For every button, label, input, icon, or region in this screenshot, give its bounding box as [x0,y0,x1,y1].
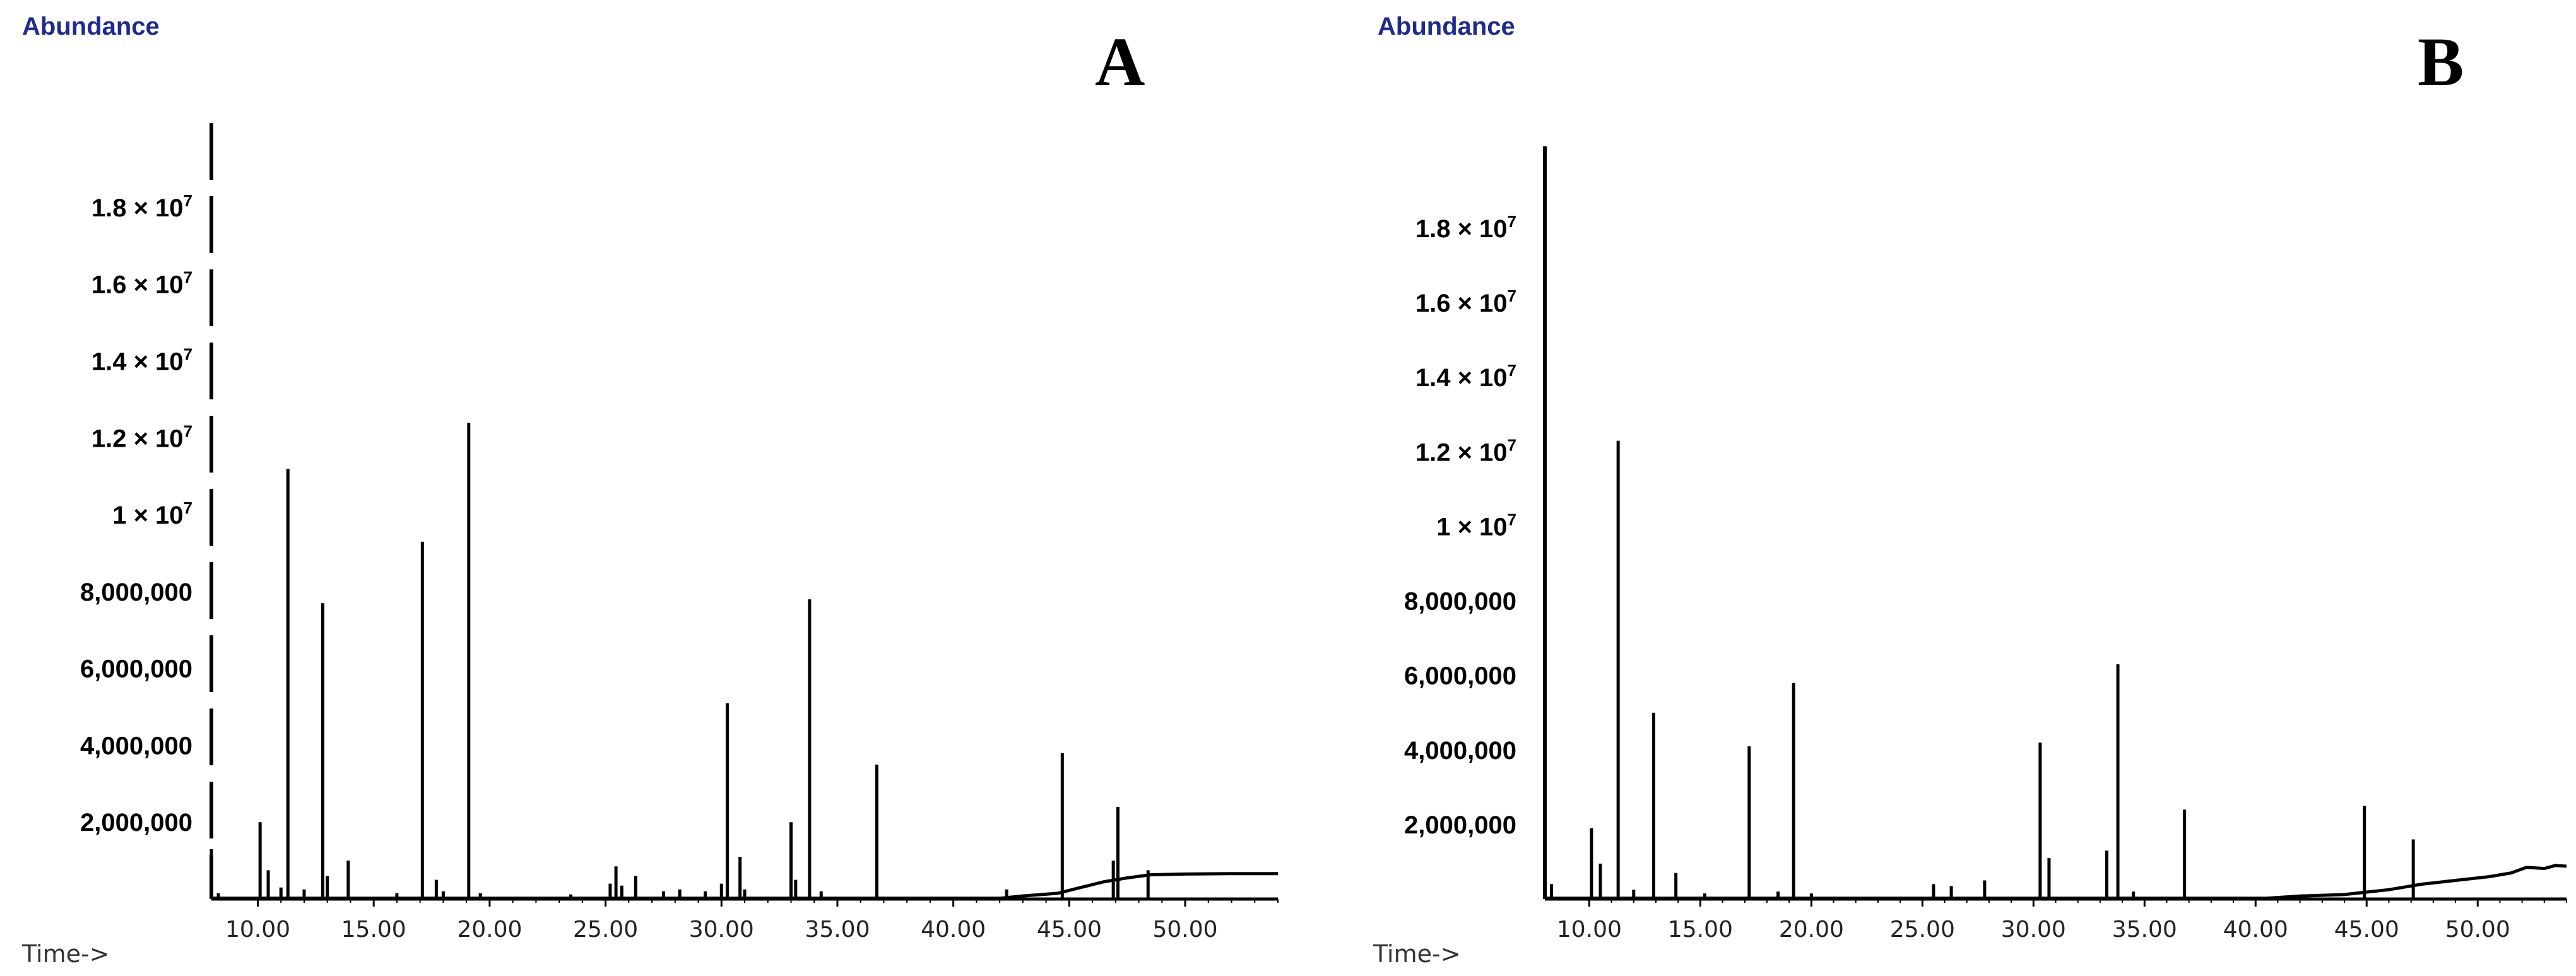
x-tick-label: 20.00 [457,917,522,943]
chart-svg-a: Abundance A Time-> 2,000,000 4,000,000 6,0… [21,13,1279,968]
y-tick-label: 2,000,000 [80,809,192,837]
x-tick-label: 40.00 [921,917,986,943]
x-ticks: 10.00 15.00 20.00 25.00 30.00 35.00 40.00 45.00… [1557,899,2567,943]
y-tick-label: 1.8 × 107 [92,191,192,222]
y-tick-label: 4,000,000 [80,732,192,760]
baseline-group [211,872,1278,900]
y-tick-label: 1.2 × 107 [92,421,192,452]
x-axis-title: Time-> [21,940,110,968]
x-tick-label: 10.00 [1557,917,1622,943]
y-tick-label: 1.6 × 107 [1415,286,1516,317]
baseline-group [1545,864,2567,900]
y-tick-labels: 2,000,000 4,000,000 6,000,000 8,000,000 1 × … [80,191,192,837]
y-tick-label: 8,000,000 [1404,588,1516,616]
x-tick-label: 30.00 [2001,917,2066,943]
panel-label: B [2418,23,2464,100]
y-tick-label: 1.2 × 107 [1415,435,1516,466]
x-tick-label: 15.00 [341,917,406,943]
y-tick-label: 8,000,000 [80,579,192,606]
x-tick-label: 15.00 [1668,917,1733,943]
baseline-trace [211,872,1278,900]
peak-group [210,422,1150,899]
x-axis-title: Time-> [1373,940,1461,968]
x-tick-label: 45.00 [2334,917,2399,943]
x-tick-label: 25.00 [1890,917,1955,943]
x-tick-label: 40.00 [2223,917,2288,943]
y-axis-title: Abundance [1378,13,1515,40]
y-tick-labels: 2,000,000 4,000,000 6,000,000 8,000,000 1 × … [1404,212,1516,839]
y-tick-label: 1 × 107 [112,498,192,529]
y-tick-label: 1.4 × 107 [1415,361,1516,392]
peak-group [1543,153,2415,899]
x-tick-label: 30.00 [689,917,754,943]
y-tick-label: 1.8 × 107 [1415,212,1516,243]
chart-svg-b: Abundance B Time-> 2,000,000 4,000,000 6,0… [1373,13,2567,968]
chart-panel-b: Abundance B Time-> 2,000,000 4,000,000 6,0… [1288,0,2576,976]
y-tick-label: 1 × 107 [1436,510,1516,541]
y-tick-label: 6,000,000 [1404,662,1516,690]
baseline-trace [1545,864,2567,900]
y-tick-label: 4,000,000 [1404,737,1516,765]
x-tick-label: 35.00 [805,917,870,943]
x-tick-label: 50.00 [1153,917,1218,943]
y-tick-label: 1.6 × 107 [92,268,192,299]
x-tick-label: 50.00 [2445,917,2510,943]
y-tick-label: 1.4 × 107 [92,345,192,376]
y-axis-title: Abundance [22,13,160,40]
chart-panel-a: Abundance A Time-> 2,000,000 4,000,000 6,0… [21,13,1279,968]
x-tick-label: 25.00 [573,917,638,943]
x-tick-label: 35.00 [2112,917,2177,943]
x-tick-label: 10.00 [225,917,290,943]
y-tick-label: 2,000,000 [1404,811,1516,839]
x-ticks: 10.00 15.00 20.00 25.00 30.00 35.00 40.00 45.00… [225,899,1279,943]
panel-label: A [1095,23,1145,100]
x-tick-label: 45.00 [1037,917,1102,943]
x-tick-label: 20.00 [1779,917,1844,943]
y-tick-label: 6,000,000 [80,656,192,683]
